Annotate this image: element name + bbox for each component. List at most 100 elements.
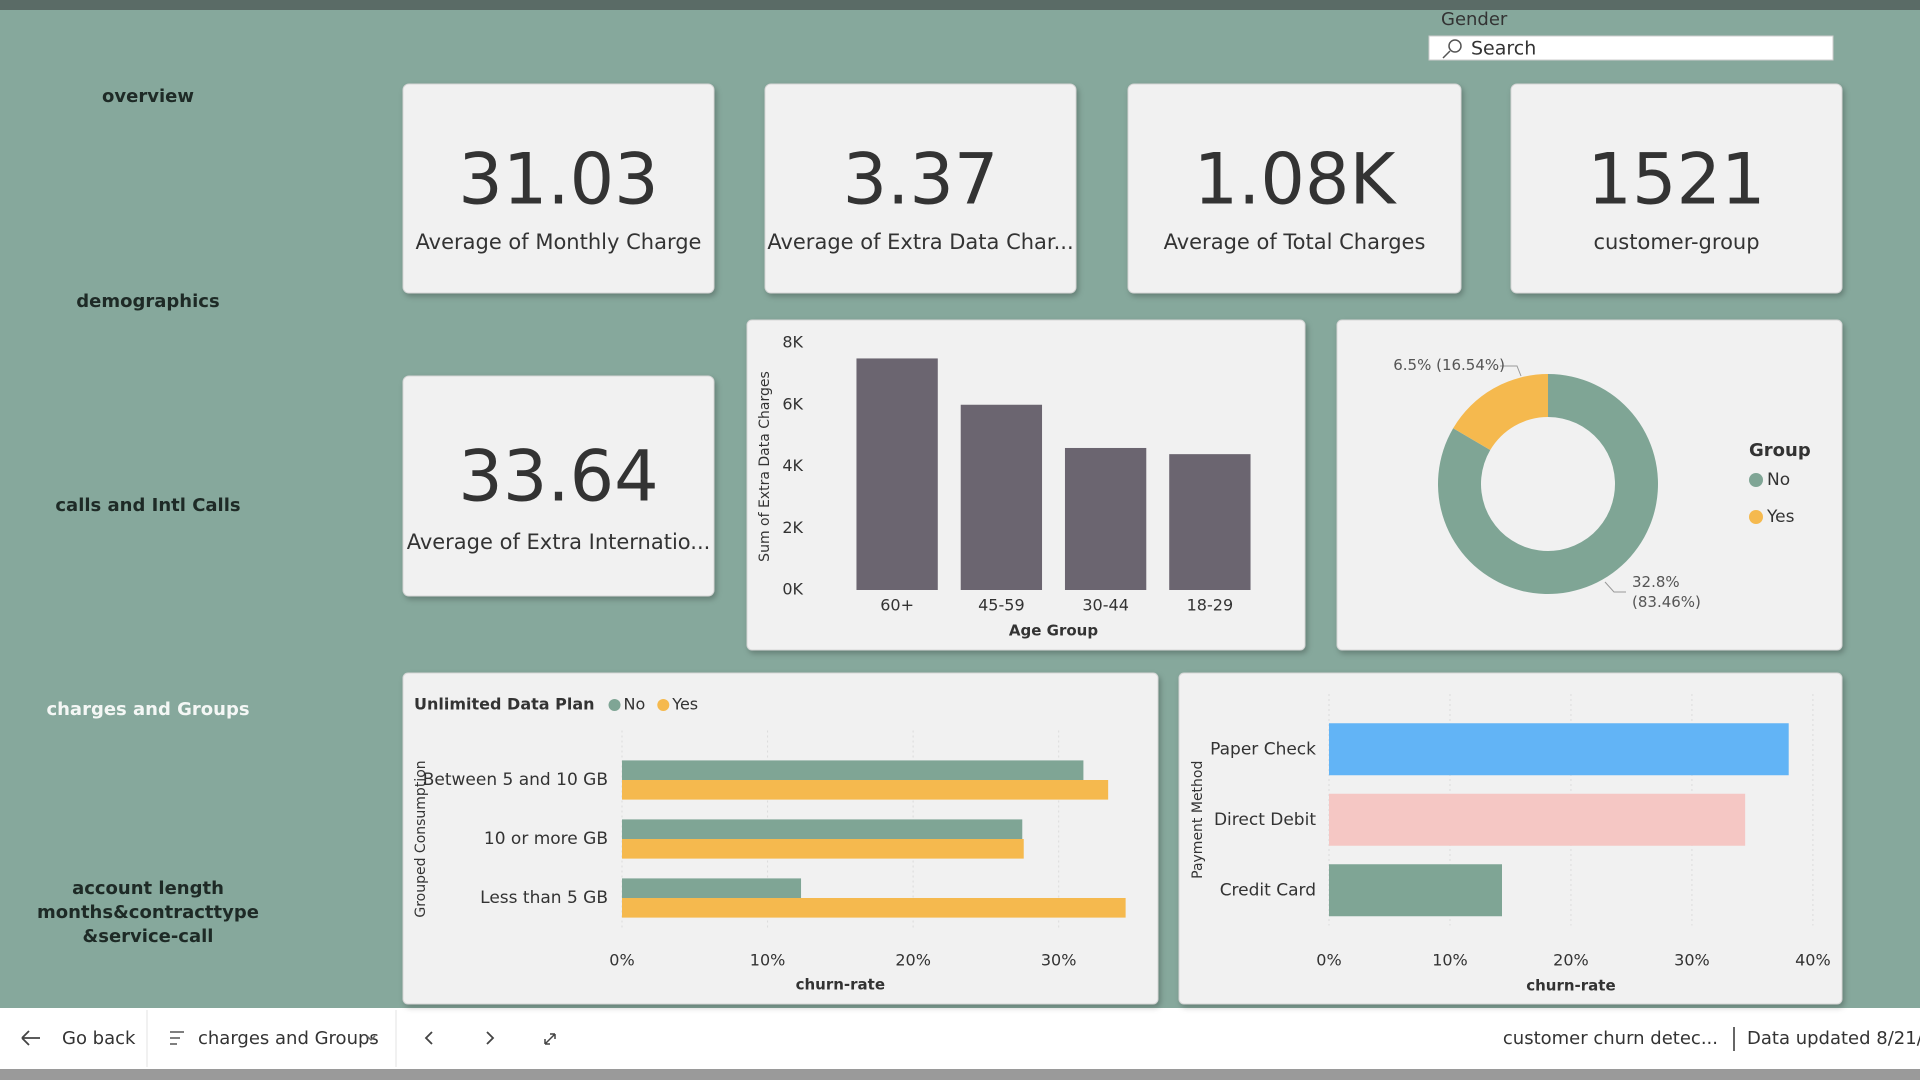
slicer-title: Gender bbox=[1441, 9, 1508, 30]
next-page[interactable] bbox=[486, 1031, 495, 1045]
bar bbox=[622, 780, 1109, 800]
bar bbox=[622, 898, 1126, 918]
bar bbox=[1329, 793, 1746, 846]
bar bbox=[1064, 447, 1147, 590]
visual-panel bbox=[1336, 319, 1843, 651]
kpi-label: customer-group bbox=[1593, 230, 1759, 254]
back-button[interactable]: Go back bbox=[62, 1028, 136, 1049]
y-axis-title: Grouped Consumption bbox=[413, 760, 429, 917]
kpi-value: 31.03 bbox=[458, 138, 658, 220]
kpi-card bbox=[402, 83, 715, 294]
x-tick-label: 18-29 bbox=[1187, 596, 1234, 615]
y-tick-label: Direct Debit bbox=[1214, 810, 1316, 830]
data-updated: Data updated 8/21/25 bbox=[1747, 1028, 1920, 1049]
leader-line bbox=[1500, 365, 1522, 377]
legend-label: No bbox=[624, 695, 646, 714]
legend-label: Yes bbox=[1766, 507, 1795, 527]
x-axis-title: churn-rate bbox=[1526, 977, 1615, 995]
y-tick-label: Paper Check bbox=[1210, 739, 1316, 759]
nav-item[interactable]: overview bbox=[102, 86, 194, 107]
kpi-label: Average of Extra Data Char... bbox=[767, 230, 1073, 254]
y-tick-label: Less than 5 GB bbox=[480, 888, 608, 908]
legend-swatch bbox=[1749, 510, 1763, 524]
y-tick-label: 10 or more GB bbox=[484, 829, 608, 849]
nav-item[interactable]: calls and Intl Calls bbox=[55, 495, 241, 516]
kpi-card bbox=[1510, 83, 1843, 294]
legend-label: No bbox=[1767, 470, 1790, 490]
legend-swatch bbox=[657, 699, 670, 711]
x-axis-title: Age Group bbox=[1009, 622, 1098, 640]
x-tick-label: 30% bbox=[1674, 951, 1710, 970]
nav-item[interactable]: charges and Groups bbox=[46, 699, 250, 720]
bar bbox=[622, 878, 802, 898]
legend-title: Unlimited Data Plan bbox=[414, 695, 595, 714]
x-tick-label: 40% bbox=[1795, 951, 1831, 970]
x-tick-label: 45-59 bbox=[978, 596, 1025, 615]
search-icon bbox=[1442, 50, 1451, 59]
search-icon bbox=[1448, 39, 1462, 53]
donut-value-label: 32.8% (83.46%) bbox=[1632, 573, 1701, 611]
kpi-card bbox=[764, 83, 1077, 294]
bar bbox=[1329, 864, 1502, 917]
x-tick-label: 30-44 bbox=[1082, 596, 1129, 615]
bar bbox=[1169, 454, 1251, 590]
x-tick-label: 20% bbox=[895, 951, 931, 970]
bar bbox=[622, 819, 1023, 839]
footer-bar bbox=[0, 1008, 1920, 1069]
back-icon[interactable] bbox=[21, 1030, 40, 1046]
x-tick-label: 0% bbox=[1316, 951, 1341, 970]
y-tick-label: 6K bbox=[782, 394, 803, 413]
y-axis-title: Sum of Extra Data Charges bbox=[757, 371, 773, 562]
page-selector[interactable]: charges and Groups bbox=[198, 1028, 379, 1049]
nav-item[interactable]: demographics bbox=[76, 291, 220, 312]
kpi-label: Average of Total Charges bbox=[1164, 230, 1426, 254]
x-axis-title: churn-rate bbox=[796, 976, 885, 994]
x-tick-label: 20% bbox=[1553, 951, 1589, 970]
legend-label: Yes bbox=[671, 695, 698, 714]
report-name: customer churn detec... bbox=[1503, 1028, 1718, 1049]
x-tick-label: 30% bbox=[1041, 951, 1077, 970]
nav-item[interactable]: account length months&contracttype &serv… bbox=[37, 878, 259, 947]
y-tick-label: Between 5 and 10 GB bbox=[423, 770, 608, 790]
y-tick-label: Credit Card bbox=[1220, 880, 1316, 900]
legend-title: Group bbox=[1749, 440, 1811, 461]
kpi-value: 33.64 bbox=[458, 436, 658, 518]
kpi-value: 1521 bbox=[1587, 138, 1765, 220]
fit-icon[interactable] bbox=[544, 1033, 556, 1045]
y-tick-label: 0K bbox=[782, 580, 803, 599]
donut-slice bbox=[1453, 373, 1548, 451]
bottom-strip bbox=[0, 1069, 1920, 1080]
y-tick-label: 8K bbox=[782, 333, 803, 352]
legend-swatch bbox=[608, 699, 621, 711]
search-box[interactable] bbox=[1428, 35, 1834, 61]
kpi-card bbox=[1127, 83, 1462, 294]
x-tick-label: 10% bbox=[1432, 951, 1468, 970]
donut-slice bbox=[1438, 374, 1658, 594]
bar bbox=[622, 760, 1084, 780]
x-tick-label: 0% bbox=[609, 951, 634, 970]
bar bbox=[856, 358, 938, 590]
dropdown-icon[interactable] bbox=[366, 1035, 376, 1042]
search-placeholder[interactable]: Search bbox=[1471, 38, 1536, 60]
top-bar bbox=[0, 0, 1920, 10]
prev-page[interactable] bbox=[424, 1031, 433, 1045]
kpi-card bbox=[402, 375, 715, 597]
kpi-label: Average of Extra Internatio... bbox=[407, 530, 711, 554]
kpi-value: 1.08K bbox=[1194, 138, 1398, 220]
x-tick-label: 10% bbox=[750, 951, 786, 970]
y-tick-label: 2K bbox=[782, 518, 803, 537]
kpi-value: 3.37 bbox=[843, 138, 999, 220]
bar bbox=[1329, 723, 1789, 776]
bar bbox=[960, 404, 1043, 590]
y-axis-title: Payment Method bbox=[1190, 761, 1206, 879]
leader-line bbox=[1604, 581, 1626, 593]
y-tick-label: 4K bbox=[782, 456, 803, 475]
x-tick-label: 60+ bbox=[880, 596, 914, 615]
kpi-label: Average of Monthly Charge bbox=[416, 230, 702, 254]
donut-value-label: 6.5% (16.54%) bbox=[1393, 356, 1505, 374]
legend-swatch bbox=[1749, 473, 1763, 487]
bar bbox=[622, 839, 1024, 859]
pages-icon[interactable] bbox=[170, 1031, 184, 1045]
